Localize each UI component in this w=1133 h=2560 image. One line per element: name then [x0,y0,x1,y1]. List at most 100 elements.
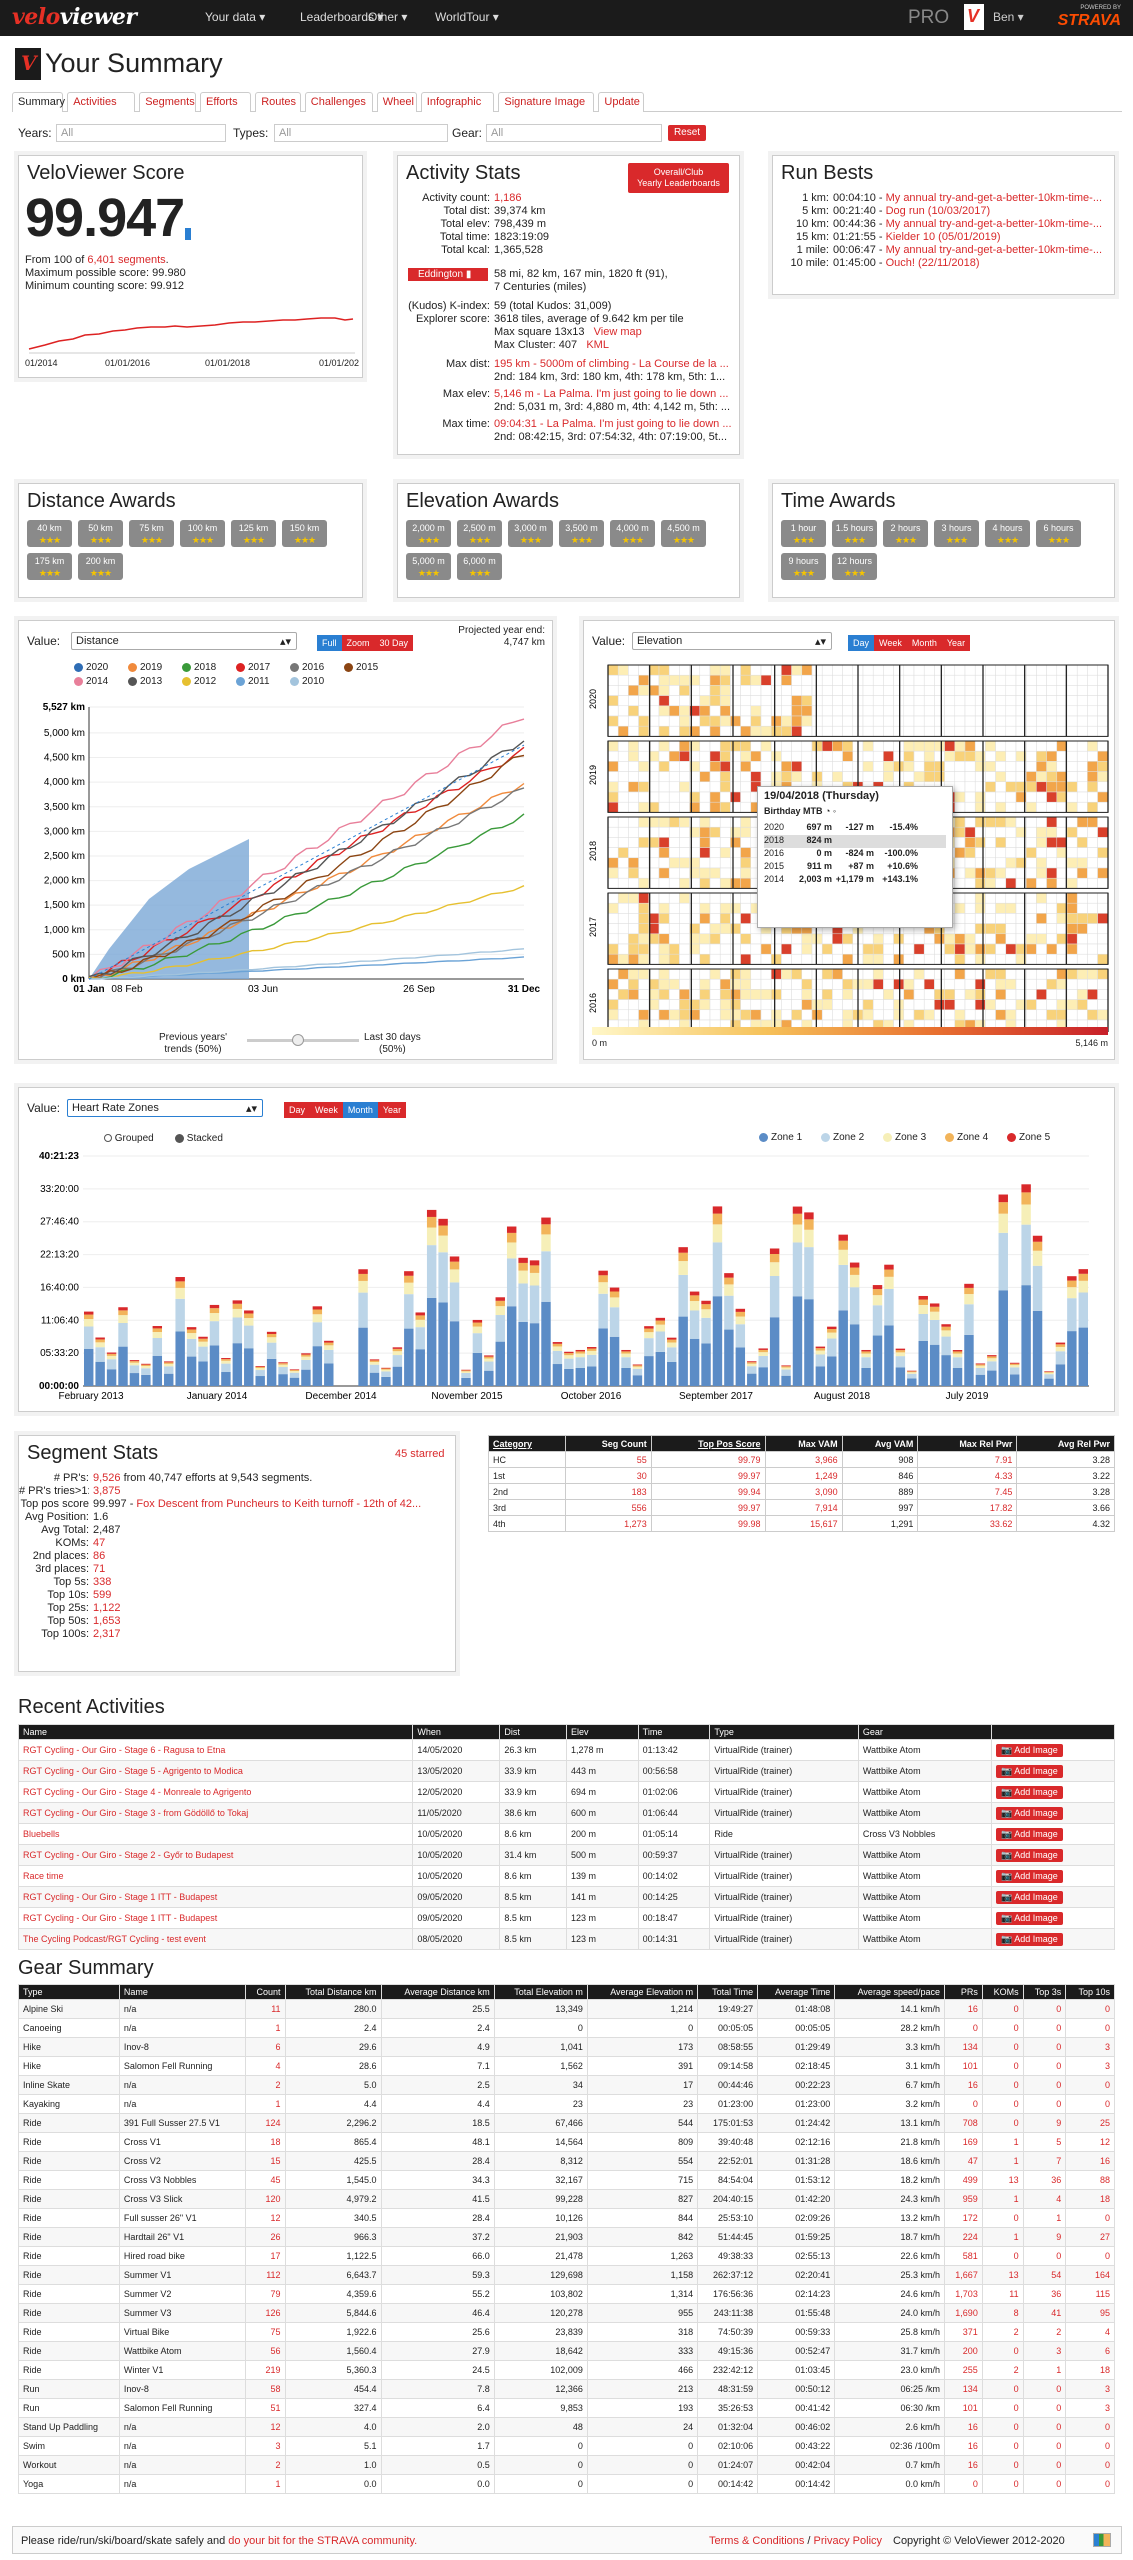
table-cell[interactable]: 0 [1022,2379,1067,2399]
table-cell[interactable]: 0 [1022,2075,1067,2095]
kml-link[interactable]: KML [586,339,609,351]
table-cell[interactable]: 1 [981,2132,1024,2152]
activity-link[interactable]: Bluebells [17,1823,414,1845]
activity-col-header[interactable] [991,1724,1115,1740]
table-cell[interactable]: 17 [244,2246,286,2266]
table-cell[interactable]: 13 [981,2170,1024,2190]
table-cell[interactable]: 169 [944,2132,983,2152]
table-cell[interactable]: 0 [981,2436,1024,2456]
activity-link[interactable]: RGT Cycling - Our Giro - Stage 6 - Ragus… [17,1739,414,1761]
run-best-link[interactable]: My annual try-and-get-a-better-10km-time… [885,218,1103,230]
award-badge[interactable]: 6 hours ★★★ [1036,520,1081,547]
table-cell[interactable]: 2 [244,2075,286,2095]
tab-wheel[interactable]: Wheel [376,92,417,112]
table-cell[interactable]: 3 [1022,2341,1067,2361]
table-cell[interactable]: 2 [244,2455,286,2475]
activity-col-header[interactable]: Name [17,1724,414,1740]
add-image-button[interactable]: 📷 Add Image [996,1785,1063,1799]
table-cell[interactable]: 26 [244,2227,286,2247]
btn-zoom[interactable]: Zoom [341,635,375,651]
table-cell[interactable]: 1 [244,2094,286,2114]
table-cell[interactable]: 134 [944,2037,983,2057]
table-cell[interactable]: 11 [981,2284,1024,2304]
activity-link[interactable]: RGT Cycling - Our Giro - Stage 5 - Agrig… [17,1760,414,1782]
legend-2020[interactable]: 2020 [74,661,128,675]
table-cell[interactable]: 95 [1065,2303,1115,2323]
table-cell[interactable]: 0 [1022,2417,1067,2437]
table-cell[interactable]: 7.91 [917,1451,1018,1468]
award-badge[interactable]: 50 km ★★★ [78,520,123,547]
table-cell[interactable]: 124 [244,2113,286,2133]
tab-challenges[interactable]: Challenges [304,92,373,112]
award-badge[interactable]: 150 km ★★★ [282,520,327,547]
table-cell[interactable]: 0 [944,2018,983,2038]
table-cell[interactable]: 16 [944,2436,983,2456]
award-badge[interactable]: 200 km ★★★ [78,553,123,580]
table-cell[interactable]: 0 [981,2094,1024,2114]
table-cell[interactable]: 0 [981,2113,1024,2133]
reset-button[interactable]: Reset [668,125,706,141]
gear-col-header[interactable]: Top 10s [1065,1984,1115,2000]
table-cell[interactable]: 1,703 [944,2284,983,2304]
legend-2011[interactable]: 2011 [236,675,290,689]
table-cell[interactable]: 371 [944,2322,983,2342]
btn-week[interactable]: Week [874,635,907,651]
activity-link[interactable]: RGT Cycling - Our Giro - Stage 1 ITT - B… [17,1907,414,1929]
table-cell[interactable]: 0 [1022,1999,1067,2019]
table-cell[interactable]: 1,249 [764,1467,843,1484]
table-cell[interactable]: 172 [944,2208,983,2228]
table-cell[interactable]: 4.33 [917,1467,1018,1484]
view-map-link[interactable]: View map [593,326,642,338]
table-cell[interactable]: 54 [1022,2265,1067,2285]
add-image-button[interactable]: 📷 Add Image [996,1890,1063,1904]
zone-legend-5[interactable]: Zone 5 [1007,1132,1069,1143]
seg-col-header[interactable]: Category [488,1435,566,1452]
table-cell[interactable]: 4 [1022,2189,1067,2209]
leaderboards-button[interactable]: Overall/Club Yearly Leaderboards [628,163,729,193]
table-cell[interactable]: 101 [944,2398,983,2418]
table-cell[interactable]: 99.98 [650,1515,766,1532]
table-cell[interactable]: 1 [981,2227,1024,2247]
tab-infographic[interactable]: Infographic [420,92,495,112]
table-cell[interactable]: 0 [981,2208,1024,2228]
table-cell[interactable]: 99.97 [650,1499,766,1516]
table-cell[interactable]: 0 [1065,2208,1115,2228]
table-cell[interactable]: 7.45 [917,1483,1018,1500]
segment-stat-value[interactable]: 2,317 [93,1628,121,1640]
gear-col-header[interactable]: Type [18,1984,120,2000]
table-cell[interactable]: 51 [244,2398,286,2418]
table-cell[interactable]: 112 [244,2265,286,2285]
add-image-button[interactable]: 📷 Add Image [996,1932,1063,1946]
segment-stat-value[interactable]: 338 [93,1576,112,1588]
elevation-select[interactable]: Elevation ▴▾ [632,632,832,650]
table-cell[interactable]: 556 [564,1499,652,1516]
table-cell[interactable]: 0 [1022,2056,1067,2076]
table-cell[interactable]: 9 [1022,2113,1067,2133]
tab-segments[interactable]: Segments [139,92,196,112]
btn-day[interactable]: Day [284,1102,311,1118]
table-cell[interactable]: 183 [564,1483,652,1500]
segment-stat-value[interactable]: 86 [93,1550,106,1562]
legend-2019[interactable]: 2019 [128,661,182,675]
table-cell[interactable]: 4 [244,2056,286,2076]
table-cell[interactable]: 164 [1065,2265,1115,2285]
activity-link[interactable]: Race time [17,1865,414,1887]
tab-efforts[interactable]: Efforts [200,92,252,112]
table-cell[interactable]: 16 [944,2075,983,2095]
table-cell[interactable]: 55 [564,1451,652,1468]
gear-col-header[interactable]: Total Distance km [284,1984,382,2000]
table-cell[interactable]: 11 [244,1999,286,2019]
award-badge[interactable]: 3,500 m ★★★ [559,520,604,547]
btn-full[interactable]: Full [317,635,342,651]
activity-link[interactable]: RGT Cycling - Our Giro - Stage 2 - Győr … [17,1844,414,1866]
table-cell[interactable]: 0 [1022,2436,1067,2456]
gear-col-header[interactable]: Average Distance km [380,1984,495,2000]
table-cell[interactable]: 255 [944,2360,983,2380]
table-cell[interactable]: 3 [1065,2379,1115,2399]
table-cell[interactable]: 15 [244,2151,286,2171]
table-cell[interactable]: 99.94 [650,1483,766,1500]
table-cell[interactable]: 99.97 [650,1467,766,1484]
table-cell[interactable]: 16 [944,2455,983,2475]
segment-stat-value[interactable]: 1,122 [93,1602,121,1614]
table-cell[interactable]: 12 [244,2208,286,2228]
